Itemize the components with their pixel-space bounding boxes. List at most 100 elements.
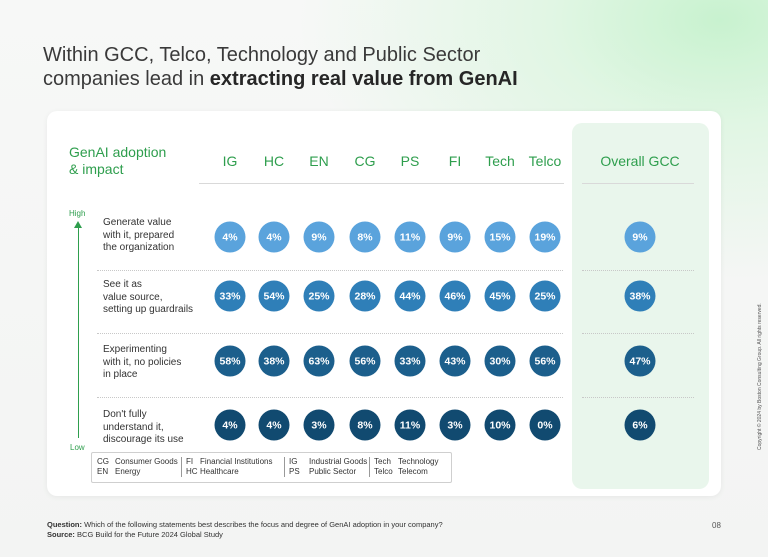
chart-header-label: GenAI adoption & impact	[69, 144, 166, 178]
value-bubble-ps: 11%	[394, 409, 426, 441]
axis-line	[78, 226, 79, 438]
legend-column: FI Financial Institutions HC Healthcare	[186, 457, 272, 477]
header-label-line1: GenAI adoption	[69, 144, 167, 160]
value-bubble-fi: 46%	[439, 280, 471, 312]
title-line1: Within GCC, Telco, Technology and Public…	[43, 44, 481, 66]
value-bubble-overall-gcc: 9%	[624, 221, 656, 253]
axis-high-label: High	[69, 209, 86, 218]
legend-column: Tech Technology Telco Telecom	[374, 457, 438, 477]
column-header-overall-gcc: Overall GCC	[600, 153, 680, 169]
legend-full-name: Financial Institutions	[200, 457, 273, 466]
column-header-ps: PS	[400, 153, 420, 169]
row-label: Don't fully understand it, discourage its …	[103, 409, 213, 447]
legend-full-name: Energy	[115, 467, 141, 476]
legend-full-name: Healthcare	[200, 467, 239, 476]
legend-divider	[369, 457, 370, 477]
header-label-line2: & impact	[69, 161, 124, 177]
legend-divider	[181, 457, 182, 477]
row-label-line: setting up guardrails	[103, 304, 194, 315]
value-bubble-hc: 4%	[258, 409, 290, 441]
value-bubble-telco: 0%	[529, 409, 561, 441]
value-bubble-hc: 4%	[258, 221, 290, 253]
value-bubble-telco: 25%	[529, 280, 561, 312]
value-bubble-fi: 3%	[439, 409, 471, 441]
value-bubble-hc: 54%	[258, 280, 290, 312]
column-header-telco: Telco	[528, 153, 562, 169]
row-label: Generate value with it, prepared the organ…	[103, 217, 213, 255]
row-separator	[97, 397, 563, 398]
legend-abbr: IG	[289, 457, 298, 466]
row-separator-overall	[582, 397, 694, 398]
row-label-line: Don't fully	[103, 409, 147, 420]
value-bubble-tech: 10%	[484, 409, 516, 441]
row-label-line: Generate value	[103, 217, 172, 228]
legend-full-name: Public Sector	[309, 467, 357, 476]
row-label-line: the organization	[103, 242, 175, 253]
legend-abbr: Tech	[374, 457, 391, 466]
value-bubble-telco: 19%	[529, 221, 561, 253]
source-label: Source:	[47, 530, 75, 539]
column-header-en: EN	[309, 153, 329, 169]
row-separator	[97, 270, 563, 271]
source-text: BCG Build for the Future 2024 Global Stu…	[74, 530, 223, 539]
value-bubble-ps: 11%	[394, 221, 426, 253]
value-bubble-ig: 4%	[214, 221, 246, 253]
value-bubble-overall-gcc: 47%	[624, 345, 656, 377]
row-label-line: Experimenting	[103, 344, 167, 355]
legend-divider	[284, 457, 285, 477]
legend-abbr: EN	[97, 467, 109, 476]
footer: Question: Which of the following stateme…	[47, 520, 443, 540]
value-bubble-telco: 56%	[529, 345, 561, 377]
value-bubble-hc: 38%	[258, 345, 290, 377]
legend-full-name: Technology	[398, 457, 439, 466]
column-header-tech: Tech	[485, 153, 515, 169]
page-title: Within GCC, Telco, Technology and Public…	[43, 43, 603, 91]
value-bubble-fi: 9%	[439, 221, 471, 253]
row-label-line: value source,	[103, 291, 163, 303]
value-bubble-overall-gcc: 38%	[624, 280, 656, 312]
row-label-line: discourage its use	[103, 434, 184, 445]
row-separator-overall	[582, 333, 694, 334]
value-bubble-cg: 8%	[349, 221, 381, 253]
row-label-line: in place	[103, 369, 138, 380]
legend-column: CG Consumer Goods EN Energy	[97, 457, 178, 477]
value-bubble-ps: 44%	[394, 280, 426, 312]
value-bubble-ig: 4%	[214, 409, 246, 441]
question-label: Question:	[47, 520, 82, 529]
title-line2-prefix: companies lead in	[43, 68, 210, 90]
legend: CG Consumer Goods EN Energy FI Financial Inst…	[91, 452, 452, 483]
legend-abbr: FI	[186, 457, 194, 466]
legend-abbr: PS	[289, 467, 300, 476]
value-bubble-ig: 58%	[214, 345, 246, 377]
legend-full-name: Industrial Goods	[309, 457, 368, 466]
row-label: See it as value source, setting up guardra…	[103, 279, 213, 317]
value-bubble-ig: 33%	[214, 280, 246, 312]
column-header-hc: HC	[263, 153, 285, 169]
axis-arrow-icon	[74, 221, 82, 228]
row-label-line: with it, no policies	[103, 356, 182, 368]
value-bubble-fi: 43%	[439, 345, 471, 377]
question-text: Which of the following statements best d…	[82, 520, 443, 529]
value-bubble-en: 3%	[303, 409, 335, 441]
legend-column: IG Industrial Goods PS Public Sector	[289, 457, 367, 477]
page-number: 08	[712, 521, 721, 530]
value-bubble-overall-gcc: 6%	[624, 409, 656, 441]
column-header-ig: IG	[222, 153, 238, 169]
value-bubble-ps: 33%	[394, 345, 426, 377]
value-bubble-cg: 8%	[349, 409, 381, 441]
value-bubble-tech: 15%	[484, 221, 516, 253]
value-bubble-cg: 56%	[349, 345, 381, 377]
value-bubble-tech: 30%	[484, 345, 516, 377]
header-divider-overall	[582, 183, 694, 184]
header-divider	[199, 183, 564, 184]
row-separator-overall	[582, 270, 694, 271]
legend-full-name: Consumer Goods	[115, 457, 178, 466]
legend-abbr: CG	[97, 457, 109, 466]
value-bubble-tech: 45%	[484, 280, 516, 312]
row-separator	[97, 333, 563, 334]
column-header-fi: FI	[448, 153, 462, 169]
legend-abbr: Telco	[374, 467, 393, 476]
row-label-line: See it as	[103, 279, 142, 290]
row-label: Experimenting with it, no policies in plac…	[103, 344, 213, 382]
legend-full-name: Telecom	[398, 467, 428, 476]
